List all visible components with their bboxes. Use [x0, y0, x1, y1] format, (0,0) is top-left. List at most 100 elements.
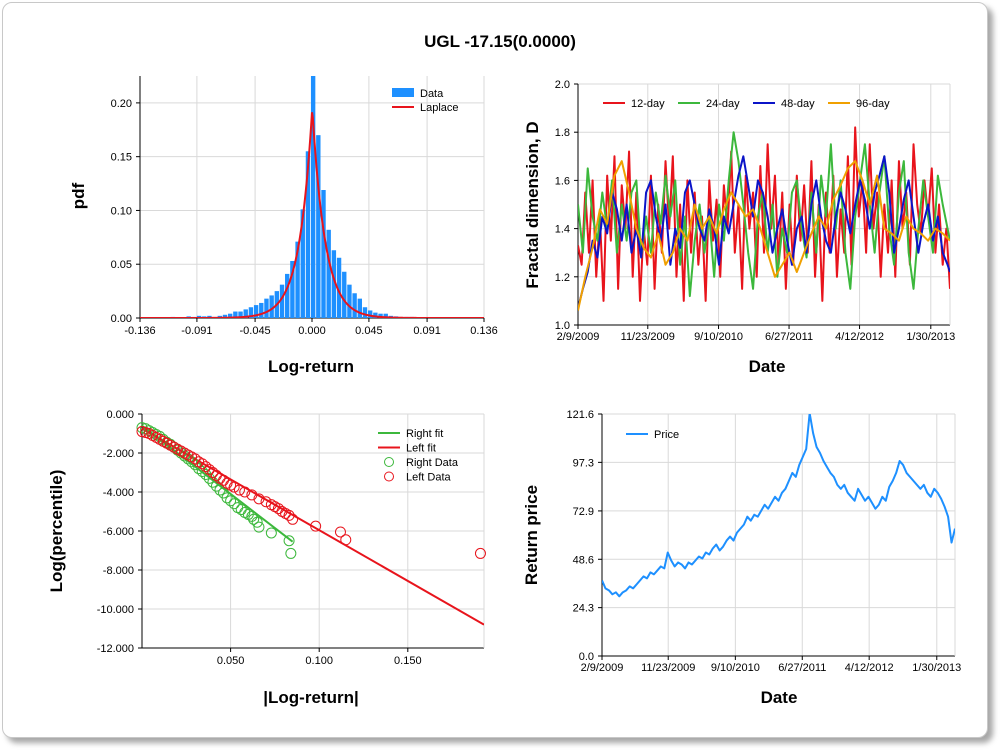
y-tick-label: 2.0	[555, 79, 570, 91]
histogram-bar	[233, 311, 238, 318]
x-tick-label: 6/27/2011	[778, 662, 826, 674]
histogram-bar	[367, 310, 373, 318]
data-point	[253, 521, 265, 533]
histogram-bar	[269, 295, 274, 318]
histogram-bar	[352, 293, 357, 318]
y-tick-label: 1.0	[555, 320, 570, 332]
histogram-legend: Data Laplace	[392, 88, 459, 114]
legend-label-left-fit: Left fit	[406, 443, 436, 455]
data-point	[225, 495, 237, 507]
tail-legend: Right fit Left fit Right Data Left Data	[378, 428, 459, 484]
legend-label-price: Price	[654, 429, 679, 441]
y-axis-label: pdf	[69, 182, 88, 209]
page-title: UGL -17.15(0.0000)	[424, 32, 576, 51]
y-tick-label: 97.3	[573, 457, 594, 469]
data-point	[310, 520, 322, 532]
histogram-bar	[347, 284, 352, 318]
histogram-bar	[285, 273, 290, 318]
x-tick-label: 4/12/2012	[835, 331, 884, 343]
y-tick-label: 121.6	[566, 409, 594, 421]
histogram-bar	[357, 298, 362, 318]
legend-label-12-day: 12-day	[631, 98, 665, 110]
y-tick-label: 0.000	[106, 409, 134, 421]
data-point	[221, 492, 233, 504]
y-tick-label: -12.000	[97, 643, 134, 655]
laplace-fit-line	[140, 112, 484, 318]
legend-label-96-day: 96-day	[856, 98, 890, 110]
price-panel: 2/9/2009 11/23/2009 9/10/2010 6/27/2011 4/12…	[522, 409, 961, 707]
data-point	[283, 509, 295, 521]
data-point	[233, 484, 245, 496]
data-point	[207, 467, 219, 478]
x-tick-label: 1/30/2013	[912, 662, 961, 674]
histogram-bar	[227, 313, 233, 318]
x-tick-label: 2/9/2009	[581, 662, 624, 674]
histogram-bar	[295, 241, 300, 318]
data-point	[186, 456, 198, 468]
data-point	[196, 458, 208, 470]
x-tick-label: -0.045	[239, 325, 270, 337]
y-tick-label: -4.000	[103, 487, 134, 499]
y-tick-label: 24.3	[573, 603, 594, 615]
x-tick-label: 9/10/2010	[694, 331, 743, 343]
histogram-bar	[196, 315, 202, 318]
y-tick-label: 0.00	[111, 313, 132, 325]
y-tick-label: 0.05	[111, 259, 132, 271]
histogram-bar	[248, 307, 254, 318]
x-tick-label: 0.045	[355, 325, 383, 337]
y-tick-label: -2.000	[103, 448, 134, 460]
y-tick-label: 72.9	[573, 506, 594, 518]
histogram-bar	[290, 260, 295, 318]
data-point	[283, 535, 295, 547]
y-tick-label: 1.6	[555, 175, 570, 187]
x-tick-label: 4/12/2012	[845, 662, 894, 674]
x-axis-label: Date	[761, 688, 798, 707]
data-point	[340, 534, 352, 546]
legend-label-48-day: 48-day	[781, 98, 815, 110]
series-line-24-day	[578, 131, 950, 298]
y-tick-label: -8.000	[103, 565, 134, 577]
series-line-12-day	[578, 126, 950, 302]
histogram-panel: -0.136 -0.091 -0.045 0.000 0.045 0.091 0.136 0.…	[69, 76, 498, 376]
series-line-96-day	[578, 160, 950, 311]
data-point	[203, 472, 215, 484]
series-line-48-day	[578, 155, 950, 309]
x-tick-label: 6/27/2011	[765, 331, 813, 343]
histogram-bar	[316, 135, 321, 318]
fractal-legend: 12-day 24-day 48-day 96-day	[603, 98, 890, 110]
x-tick-label: 0.136	[470, 325, 498, 337]
histogram-bars	[170, 76, 414, 318]
x-tick-label: 0.150	[394, 655, 422, 667]
x-tick-label: 2/9/2009	[557, 331, 600, 343]
histogram-bar	[238, 311, 243, 318]
data-point	[334, 526, 346, 538]
x-tick-label: 9/10/2010	[711, 662, 760, 674]
legend-label-right-data: Right Data	[406, 457, 459, 469]
histogram-bar	[305, 151, 311, 318]
histogram-bar	[342, 271, 347, 318]
data-point	[239, 486, 251, 498]
markers-right-data	[136, 422, 297, 559]
legend-swatch-right-data	[384, 457, 394, 467]
histogram-bar	[259, 302, 264, 318]
x-axis-label: |Log-return|	[263, 688, 358, 707]
y-tick-label: 1.2	[555, 272, 570, 284]
data-point	[260, 496, 272, 508]
series-line-price	[602, 414, 955, 598]
y-tick-label: 0.20	[111, 98, 132, 110]
data-point	[287, 513, 299, 525]
y-tick-label: 0.0	[579, 651, 594, 663]
histogram-bar	[253, 305, 259, 318]
x-tick-label: 0.050	[217, 655, 245, 667]
legend-swatch-data	[392, 88, 414, 97]
histogram-bar	[279, 284, 285, 318]
data-point	[253, 493, 265, 505]
y-axis-label: Log(percentile)	[47, 470, 66, 593]
tail-panel: 0.050 0.100 0.150 0.000 -2.000 -4.000 -6.000 -8…	[47, 409, 486, 707]
y-tick-label: 48.6	[573, 554, 594, 566]
histogram-bar	[264, 298, 269, 318]
x-tick-label: 1/30/2013	[906, 331, 955, 343]
histogram-bar	[362, 307, 368, 318]
histogram-bar	[207, 315, 212, 318]
